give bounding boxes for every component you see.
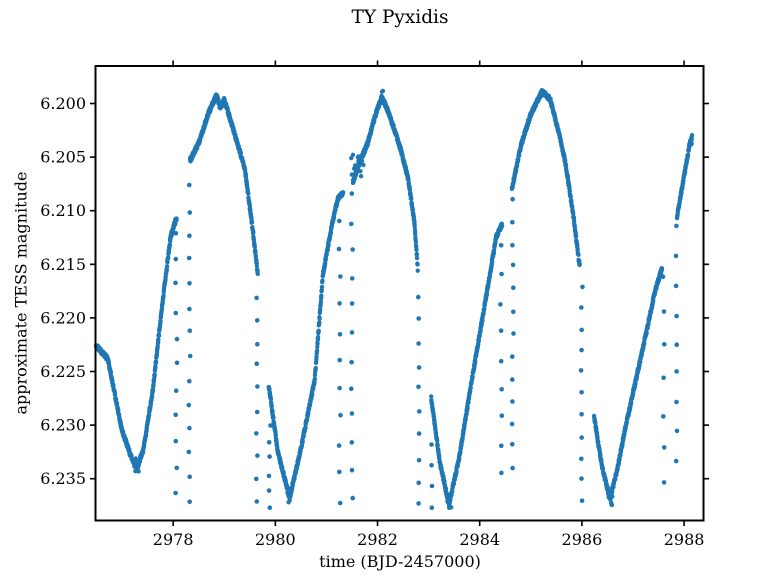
x-tick-label: 2984 (459, 530, 500, 549)
x-axis-label: time (BJD-2457000) (319, 552, 481, 571)
y-tick-label: 6.220 (40, 308, 86, 327)
y-tick-label: 6.205 (40, 148, 86, 167)
y-tick-label: 6.235 (40, 469, 86, 488)
x-tick-label: 2986 (562, 530, 603, 549)
x-tick-label: 2988 (664, 530, 705, 549)
tick-labels: 2978 2980 2982 2984 2986 2988 6.200 6.205 6.210 6… (40, 94, 704, 549)
axes-spines (94, 65, 705, 522)
data-points (93, 87, 695, 511)
x-tick-label: 2980 (255, 530, 296, 549)
axis-ticks (90, 60, 709, 526)
y-tick-label: 6.215 (40, 255, 86, 274)
y-tick-label: 6.225 (40, 362, 86, 381)
y-tick-label: 6.230 (40, 416, 86, 435)
x-tick-label: 2978 (153, 530, 194, 549)
y-tick-label: 6.200 (40, 94, 86, 113)
x-tick-label: 2982 (357, 530, 398, 549)
y-tick-label: 6.210 (40, 201, 86, 220)
chart-title: TY Pyxidis (351, 7, 449, 28)
